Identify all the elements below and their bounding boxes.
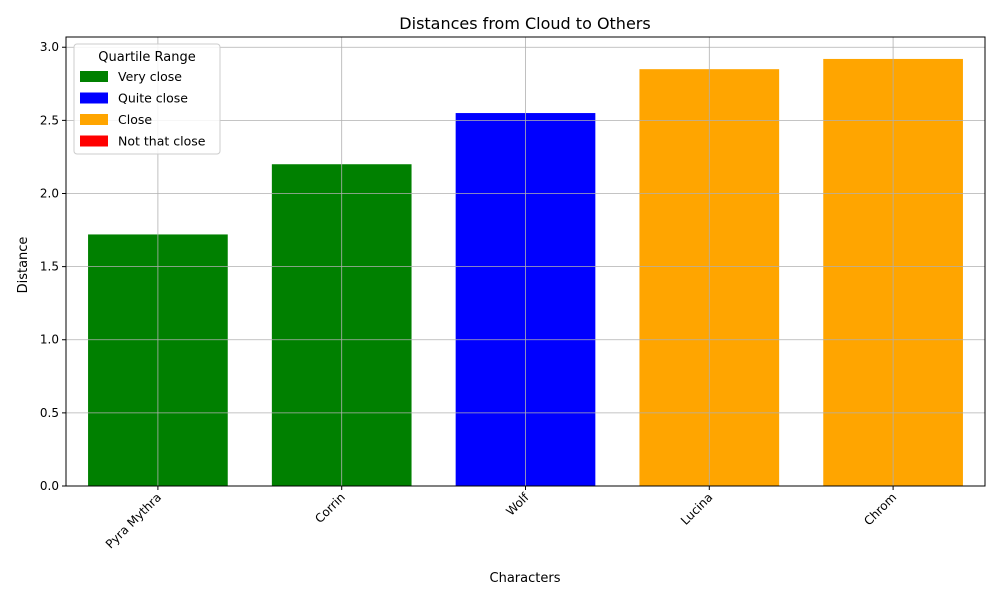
y-tick-label: 2.0 xyxy=(40,186,59,200)
y-tick-label: 0.0 xyxy=(40,479,59,493)
legend-label: Very close xyxy=(118,69,182,84)
legend-swatch-not-that-close xyxy=(80,135,108,147)
legend-swatch-quite-close xyxy=(80,92,108,104)
chart-title: Distances from Cloud to Others xyxy=(399,14,650,33)
legend-box xyxy=(73,43,221,155)
y-axis-label: Distance xyxy=(16,237,31,294)
x-tick-label: Wolf xyxy=(503,490,532,519)
x-tick-label: Corrin xyxy=(312,490,348,526)
x-axis-label: Characters xyxy=(490,571,561,586)
legend-title: Quartile Range xyxy=(98,50,195,65)
x-tick-label: Pyra Mythra xyxy=(103,490,164,551)
y-tick-label: 1.0 xyxy=(40,333,59,347)
legend-label: Quite close xyxy=(118,91,188,106)
y-tick-label: 1.5 xyxy=(40,260,59,274)
x-tick-label: Lucina xyxy=(678,490,715,527)
x-tick-label: Chrom xyxy=(861,490,899,528)
y-tick-label: 2.5 xyxy=(40,113,59,127)
y-tick-label: 3.0 xyxy=(40,40,59,54)
y-tick-label: 0.5 xyxy=(40,406,59,420)
legend-label: Not that close xyxy=(118,134,206,149)
legend-label: Close xyxy=(118,112,152,127)
legend-swatch-very-close xyxy=(80,71,108,82)
legend-swatch-close xyxy=(80,114,108,125)
legend: Quartile Range Very close Quite close Close… xyxy=(73,43,221,155)
